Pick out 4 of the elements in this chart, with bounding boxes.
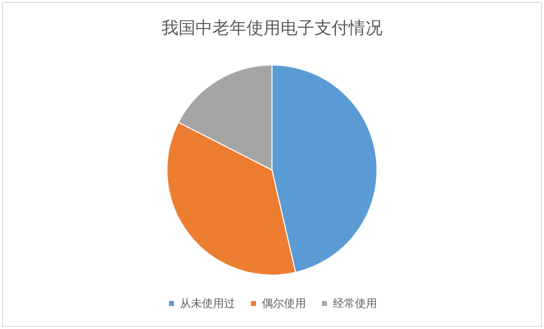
chart-title: 我国中老年使用电子支付情况	[162, 18, 382, 38]
legend-label: 从未使用过	[180, 297, 235, 310]
legend-label: 偶尔使用	[262, 297, 306, 310]
legend-label: 经常使用	[333, 297, 377, 310]
